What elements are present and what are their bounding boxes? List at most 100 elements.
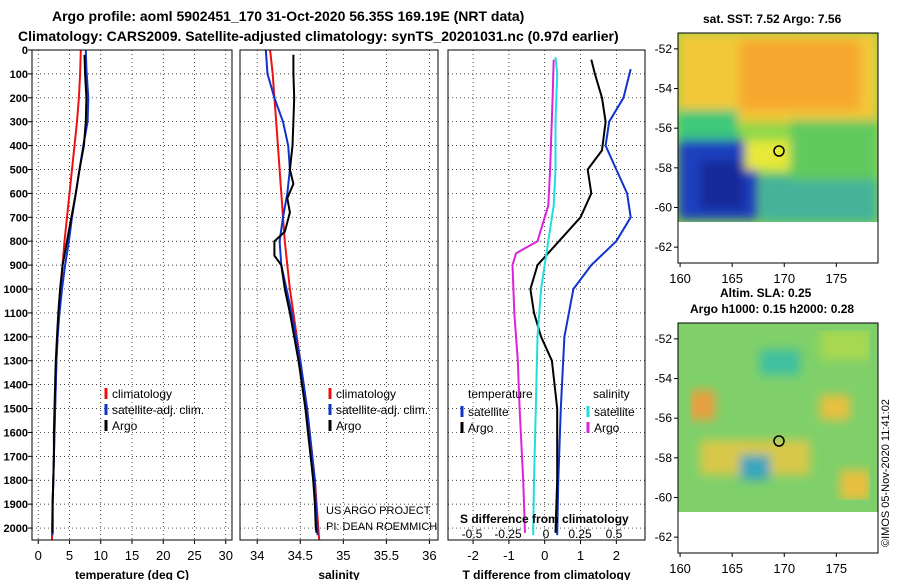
imos-credit: ©IMOS 05-Nov-2020 11:41:02 [880, 399, 892, 547]
sla-map-title: Altim. SLA: 0.25 [720, 286, 812, 300]
x-tick-label: 35 [336, 548, 350, 563]
x-tick-label: 10 [94, 548, 108, 563]
x-tick-label: 15 [125, 548, 139, 563]
map-y-tick-label: -56 [655, 121, 673, 135]
temperature-panel: 0 5 10 15 20 25 30 temperature (deg C) 0 100 200 30… [4, 45, 233, 580]
map-y-tick-label: -62 [655, 530, 673, 544]
map-x-tick-label: 170 [773, 561, 795, 576]
legend-label: satellite [468, 405, 509, 419]
y-tick-label: 1300 [4, 356, 28, 368]
x-tick-label: 0 [35, 548, 42, 563]
y-tick-label: 400 [10, 141, 28, 153]
figure-title-line2: Climatology: CARS2009. Satellite-adjuste… [18, 28, 619, 44]
sst-argo-position-marker [773, 145, 785, 157]
map-y-tick-label: -56 [655, 411, 673, 425]
x-tick-label: 34.5 [288, 548, 313, 563]
series-line-satellite-adj-clim- [51, 49, 90, 536]
y-tick-label: 1800 [4, 475, 28, 487]
y-tick-label: 600 [10, 188, 28, 200]
sst-map-frame [677, 32, 879, 264]
series-line-s-satellite [532, 57, 559, 536]
legend-label: Argo [594, 421, 620, 435]
map-x-tick-label: 175 [825, 271, 847, 286]
x-tick-label: 5 [66, 548, 73, 563]
legend-label: Argo [112, 419, 138, 433]
y-tick-label: 1100 [4, 308, 28, 320]
map-y-tick-label: -58 [655, 451, 673, 465]
y-tick-label: 200 [10, 93, 28, 105]
series-line-argo [273, 54, 318, 533]
s-diff-tick-label: 0.25 [568, 527, 592, 541]
map-y-tick-label: -54 [655, 372, 673, 386]
x-axis-label: T difference from climatology [462, 568, 630, 580]
legend-label: satellite-adj. clim. [112, 403, 204, 417]
series-line-s-argo [511, 59, 555, 533]
y-tick-label: 1900 [4, 499, 28, 511]
x-axis-label: temperature (deg C) [75, 568, 189, 580]
x-tick-label: 35.5 [374, 548, 399, 563]
y-tick-label: 1000 [4, 284, 28, 296]
legend-header-salinity: salinity [593, 387, 630, 401]
s-diff-axis-label: S difference from climatology [460, 512, 629, 526]
x-tick-label: 2 [613, 548, 620, 563]
sla-map-image [678, 323, 878, 553]
sla-map-subtitle: Argo h1000: 0.15 h2000: 0.28 [690, 302, 854, 316]
legend-label: Argo [468, 421, 494, 435]
plot-frame [447, 49, 646, 541]
map-x-tick-label: 160 [669, 561, 691, 576]
y-tick-label: 100 [10, 69, 28, 81]
plot-frame [239, 49, 439, 541]
x-tick-label: 1 [577, 548, 584, 563]
x-tick-label: -2 [467, 548, 479, 563]
x-tick-label: 30 [219, 548, 233, 563]
map-x-tick-label: 175 [825, 561, 847, 576]
y-tick-label: 1200 [4, 332, 28, 344]
series-line-t-satellite [556, 68, 632, 536]
map-y-tick-label: -52 [655, 42, 673, 56]
s-diff-tick-label: 0 [543, 527, 550, 541]
x-tick-label: 0 [541, 548, 548, 563]
map-y-tick-label: -54 [655, 82, 673, 96]
x-tick-label: 25 [187, 548, 201, 563]
series-line-t-argo [529, 59, 607, 533]
x-tick-label: 36 [422, 548, 436, 563]
footnote-project: US ARGO PROJECT [326, 505, 431, 517]
s-diff-tick-label: 0.5 [606, 527, 623, 541]
s-diff-tick-label: -0.25 [494, 527, 522, 541]
y-tick-label: 700 [10, 212, 28, 224]
sla-argo-position-marker [773, 435, 785, 447]
legend-label: satellite-adj. clim. [336, 403, 428, 417]
series-line-climatology [51, 49, 82, 540]
map-x-tick-label: 165 [721, 561, 743, 576]
footnote-pi: PI: DEAN ROEMMICH [326, 521, 437, 533]
x-axis-label: salinity [318, 568, 360, 580]
y-tick-label: 1700 [4, 451, 28, 463]
s-diff-tick-label: -0.5 [462, 527, 483, 541]
x-tick-label: -1 [503, 548, 515, 563]
y-tick-label: 1600 [4, 427, 28, 439]
figure-title-line1: Argo profile: aoml 5902451_170 31-Oct-20… [52, 8, 524, 24]
y-tick-label: 1400 [4, 380, 28, 392]
map-x-tick-label: 165 [721, 271, 743, 286]
map-x-tick-label: 170 [773, 271, 795, 286]
map-y-tick-label: -52 [655, 332, 673, 346]
series-line-satellite-adj-clim- [264, 49, 319, 536]
map-y-tick-label: -60 [655, 490, 673, 504]
legend-label: climatology [336, 387, 396, 401]
sst-map-image [678, 33, 878, 263]
map-x-tick-label: 160 [669, 271, 691, 286]
x-tick-label: 34 [250, 548, 264, 563]
series-line-argo [51, 54, 88, 533]
sla-map-axes: 160 165 170 175 -52 -54 -56 -58 -60 -62 [655, 332, 848, 576]
legend-label: climatology [112, 387, 172, 401]
y-tick-label: 0 [22, 45, 28, 57]
y-tick-label: 2000 [4, 523, 28, 535]
y-tick-label: 900 [10, 260, 28, 272]
map-y-tick-label: -62 [655, 240, 673, 254]
legend-label: satellite [594, 405, 635, 419]
salinity-panel: 34 34.5 35 35.5 36 salinity climatology satelli… [239, 49, 439, 580]
map-y-tick-label: -60 [655, 200, 673, 214]
legend-header-temperature: temperature [468, 387, 533, 401]
sst-map-title: sat. SST: 7.52 Argo: 7.56 [703, 12, 842, 26]
